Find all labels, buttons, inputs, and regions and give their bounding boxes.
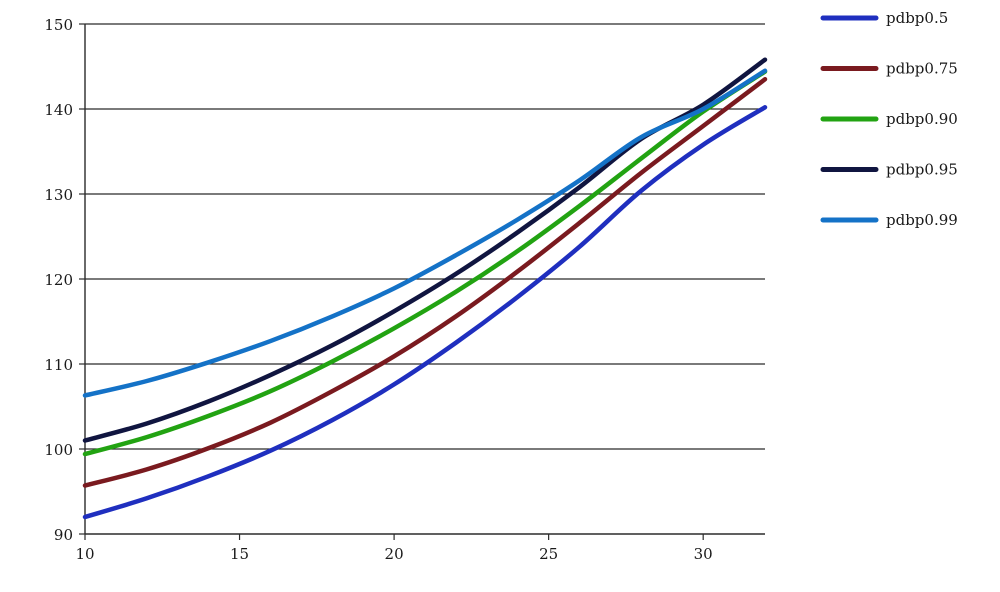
x-tick-label-15: 15 bbox=[230, 545, 249, 563]
x-tick-label-10: 10 bbox=[75, 545, 94, 563]
series-line-pdbp0.5 bbox=[82, 105, 768, 520]
y-tick-labels: 90 100 110 120 130 140 150 bbox=[44, 16, 85, 544]
series-line-pdbp0.95 bbox=[82, 57, 768, 443]
y-tick-label-120: 120 bbox=[44, 271, 73, 289]
legend-label-pdbp0.90: pdbp0.90 bbox=[886, 110, 958, 128]
y-tick-label-140: 140 bbox=[44, 101, 73, 119]
series-line-pdbp0.75 bbox=[82, 77, 768, 488]
x-tick-label-20: 20 bbox=[385, 545, 404, 563]
y-tick-label-90: 90 bbox=[54, 526, 73, 544]
legend: pdbp0.5 pdbp0.75 pdbp0.90 pdbp0.95 pdbp0.99 bbox=[820, 9, 958, 229]
x-tick-label-30: 30 bbox=[694, 545, 713, 563]
x-tick-label-25: 25 bbox=[539, 545, 558, 563]
y-tick-label-130: 130 bbox=[44, 186, 73, 204]
grid-lines bbox=[85, 23, 765, 450]
legend-label-pdbp0.99: pdbp0.99 bbox=[886, 211, 958, 229]
y-tick-label-150: 150 bbox=[44, 16, 73, 34]
legend-label-pdbp0.75: pdbp0.75 bbox=[886, 60, 958, 78]
series-line-pdbp0.99 bbox=[82, 68, 768, 398]
y-tick-label-100: 100 bbox=[44, 441, 73, 459]
legend-label-pdbp0.95: pdbp0.95 bbox=[886, 161, 958, 179]
x-tick-labels: 10 15 20 25 30 bbox=[75, 534, 713, 563]
y-tick-label-110: 110 bbox=[44, 356, 73, 374]
series-line-pdbp0.90 bbox=[82, 69, 768, 457]
series-lines bbox=[82, 57, 768, 520]
legend-label-pdbp0.5: pdbp0.5 bbox=[886, 9, 948, 27]
